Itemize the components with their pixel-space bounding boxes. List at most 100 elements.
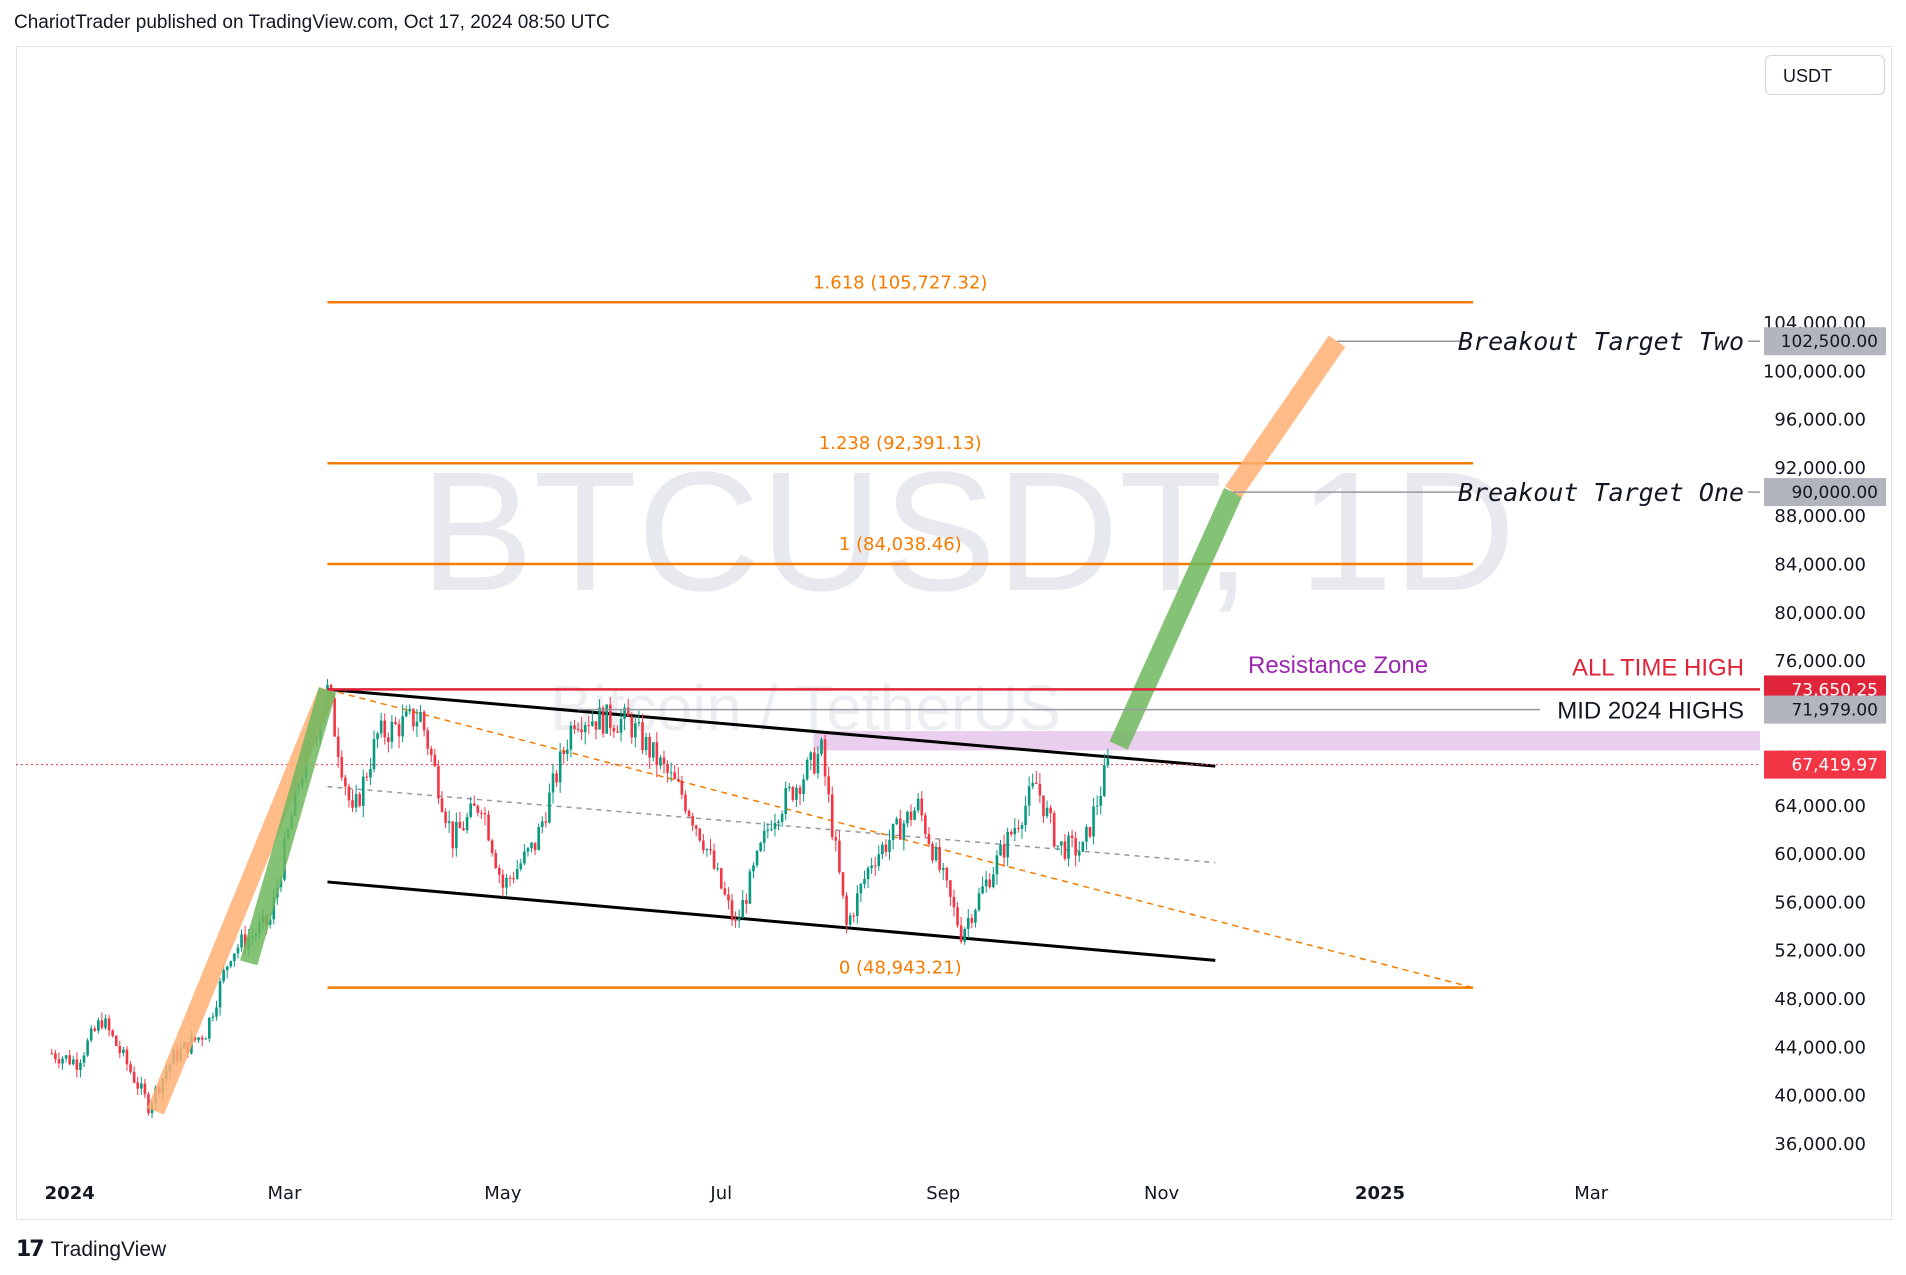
- candle[interactable]: [372, 730, 376, 773]
- candle[interactable]: [523, 844, 526, 866]
- candle[interactable]: [354, 784, 358, 813]
- candle[interactable]: [140, 1076, 143, 1095]
- candle[interactable]: [540, 816, 544, 834]
- candle[interactable]: [809, 751, 813, 771]
- candle[interactable]: [361, 769, 365, 818]
- target-one-price-label[interactable]: 90,000.00: [1764, 478, 1886, 507]
- candle[interactable]: [816, 746, 820, 779]
- projection-green-band[interactable]: [1109, 487, 1243, 750]
- candle[interactable]: [54, 1050, 57, 1064]
- candle[interactable]: [447, 810, 451, 833]
- candle[interactable]: [1056, 845, 1060, 851]
- candle[interactable]: [848, 912, 852, 927]
- candle[interactable]: [999, 839, 1002, 857]
- candle[interactable]: [680, 775, 684, 800]
- candle[interactable]: [777, 819, 780, 831]
- candle[interactable]: [630, 712, 634, 744]
- candle[interactable]: [1081, 841, 1085, 853]
- candle[interactable]: [745, 893, 748, 914]
- candle[interactable]: [1049, 805, 1052, 824]
- candle[interactable]: [1020, 822, 1024, 839]
- candle[interactable]: [931, 841, 934, 864]
- candle[interactable]: [89, 1024, 93, 1043]
- candle[interactable]: [1038, 772, 1042, 804]
- candle[interactable]: [691, 812, 694, 832]
- candle[interactable]: [992, 867, 995, 889]
- candle[interactable]: [873, 856, 877, 877]
- candle[interactable]: [666, 760, 669, 783]
- candle[interactable]: [114, 1035, 118, 1047]
- candle[interactable]: [598, 699, 601, 730]
- candle[interactable]: [218, 978, 222, 1016]
- impulse-green-band[interactable]: [240, 687, 337, 966]
- candle[interactable]: [634, 715, 637, 748]
- candle[interactable]: [512, 871, 515, 884]
- candle[interactable]: [651, 742, 655, 762]
- candle[interactable]: [211, 1012, 215, 1022]
- candle[interactable]: [984, 870, 988, 893]
- candle[interactable]: [68, 1050, 71, 1066]
- candle[interactable]: [147, 1091, 150, 1116]
- candle[interactable]: [476, 804, 480, 817]
- candle[interactable]: [200, 1035, 204, 1047]
- candle[interactable]: [641, 713, 644, 754]
- candle[interactable]: [458, 811, 462, 829]
- candle[interactable]: [884, 839, 888, 857]
- candle[interactable]: [601, 705, 605, 738]
- candle[interactable]: [426, 727, 429, 756]
- candle[interactable]: [795, 784, 798, 807]
- candle[interactable]: [594, 721, 598, 740]
- candle[interactable]: [1088, 826, 1092, 839]
- candle[interactable]: [526, 847, 530, 857]
- candle[interactable]: [208, 1017, 211, 1042]
- candle[interactable]: [959, 917, 963, 944]
- candle[interactable]: [591, 710, 594, 727]
- candle[interactable]: [390, 715, 394, 749]
- candle[interactable]: [93, 1025, 97, 1032]
- candle[interactable]: [344, 774, 347, 796]
- candle[interactable]: [834, 830, 838, 852]
- candle[interactable]: [555, 769, 558, 788]
- candle[interactable]: [404, 705, 408, 718]
- candle[interactable]: [698, 827, 702, 843]
- candle[interactable]: [863, 870, 866, 889]
- candle[interactable]: [136, 1076, 140, 1096]
- candle[interactable]: [533, 842, 537, 856]
- candle[interactable]: [1103, 753, 1106, 798]
- candle[interactable]: [483, 807, 487, 826]
- candle[interactable]: [75, 1052, 79, 1078]
- candle[interactable]: [508, 875, 512, 887]
- candle[interactable]: [587, 715, 591, 734]
- candle[interactable]: [619, 709, 623, 742]
- candle[interactable]: [938, 839, 941, 873]
- candle[interactable]: [906, 810, 909, 828]
- candle[interactable]: [802, 774, 805, 802]
- candle[interactable]: [444, 808, 447, 829]
- candle[interactable]: [1031, 773, 1035, 790]
- candle[interactable]: [530, 841, 533, 853]
- candle[interactable]: [712, 843, 716, 871]
- candle[interactable]: [573, 719, 576, 734]
- candle[interactable]: [408, 704, 412, 715]
- target-two-price-label[interactable]: 102,500.00: [1764, 327, 1886, 356]
- candle[interactable]: [766, 823, 770, 839]
- candle[interactable]: [719, 867, 723, 890]
- candle[interactable]: [551, 763, 555, 804]
- candle[interactable]: [956, 902, 959, 928]
- candle[interactable]: [730, 893, 734, 927]
- candle[interactable]: [422, 709, 426, 737]
- candle[interactable]: [648, 733, 651, 770]
- candle[interactable]: [558, 743, 562, 793]
- candle[interactable]: [229, 960, 233, 969]
- candle[interactable]: [762, 821, 766, 852]
- candle[interactable]: [909, 804, 913, 827]
- candle[interactable]: [605, 704, 608, 734]
- candle[interactable]: [694, 824, 698, 837]
- candle[interactable]: [941, 862, 945, 881]
- candle[interactable]: [379, 712, 383, 738]
- candle[interactable]: [455, 812, 458, 857]
- candle[interactable]: [995, 850, 999, 885]
- candle[interactable]: [472, 795, 476, 807]
- currency-button[interactable]: USDT: [1765, 55, 1885, 95]
- candle[interactable]: [383, 713, 387, 745]
